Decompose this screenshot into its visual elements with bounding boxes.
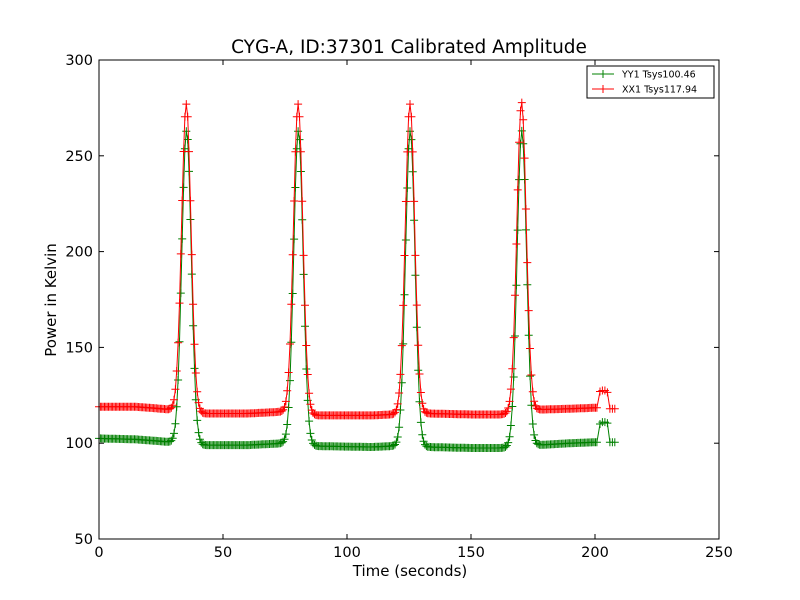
y-tick-label: 300 bbox=[65, 53, 93, 69]
y-tick-label: 100 bbox=[65, 436, 93, 452]
x-tick-label: 150 bbox=[457, 545, 485, 561]
legend-marker-xx1 bbox=[599, 85, 607, 93]
x-axis-label: Time (seconds) bbox=[352, 562, 468, 580]
legend-label-xx1: XX1 Tsys117.94 bbox=[622, 85, 697, 96]
x-tick-label: 50 bbox=[214, 545, 232, 561]
series-layer bbox=[95, 98, 619, 452]
y-tick-label: 250 bbox=[65, 149, 93, 165]
chart-title: CYG-A, ID:37301 Calibrated Amplitude bbox=[231, 37, 587, 58]
legend-label-yy1: YY1 Tsys100.46 bbox=[621, 70, 696, 81]
y-tick-label: 200 bbox=[65, 245, 93, 261]
legend: YY1 Tsys100.46 XX1 Tsys117.94 bbox=[586, 65, 715, 99]
y-axis-label: Power in Kelvin bbox=[42, 243, 60, 357]
y-tick-label: 150 bbox=[65, 340, 93, 356]
plot-frame bbox=[98, 59, 720, 540]
y-tick-label: 50 bbox=[75, 532, 93, 548]
legend-box bbox=[586, 65, 715, 99]
legend-marker-yy1 bbox=[599, 70, 607, 78]
x-tick-label: 0 bbox=[94, 545, 103, 561]
series-xx1 bbox=[95, 98, 619, 420]
x-tick-label: 200 bbox=[581, 545, 609, 561]
x-tick-label: 250 bbox=[705, 545, 733, 561]
x-tick-label: 100 bbox=[333, 545, 361, 561]
